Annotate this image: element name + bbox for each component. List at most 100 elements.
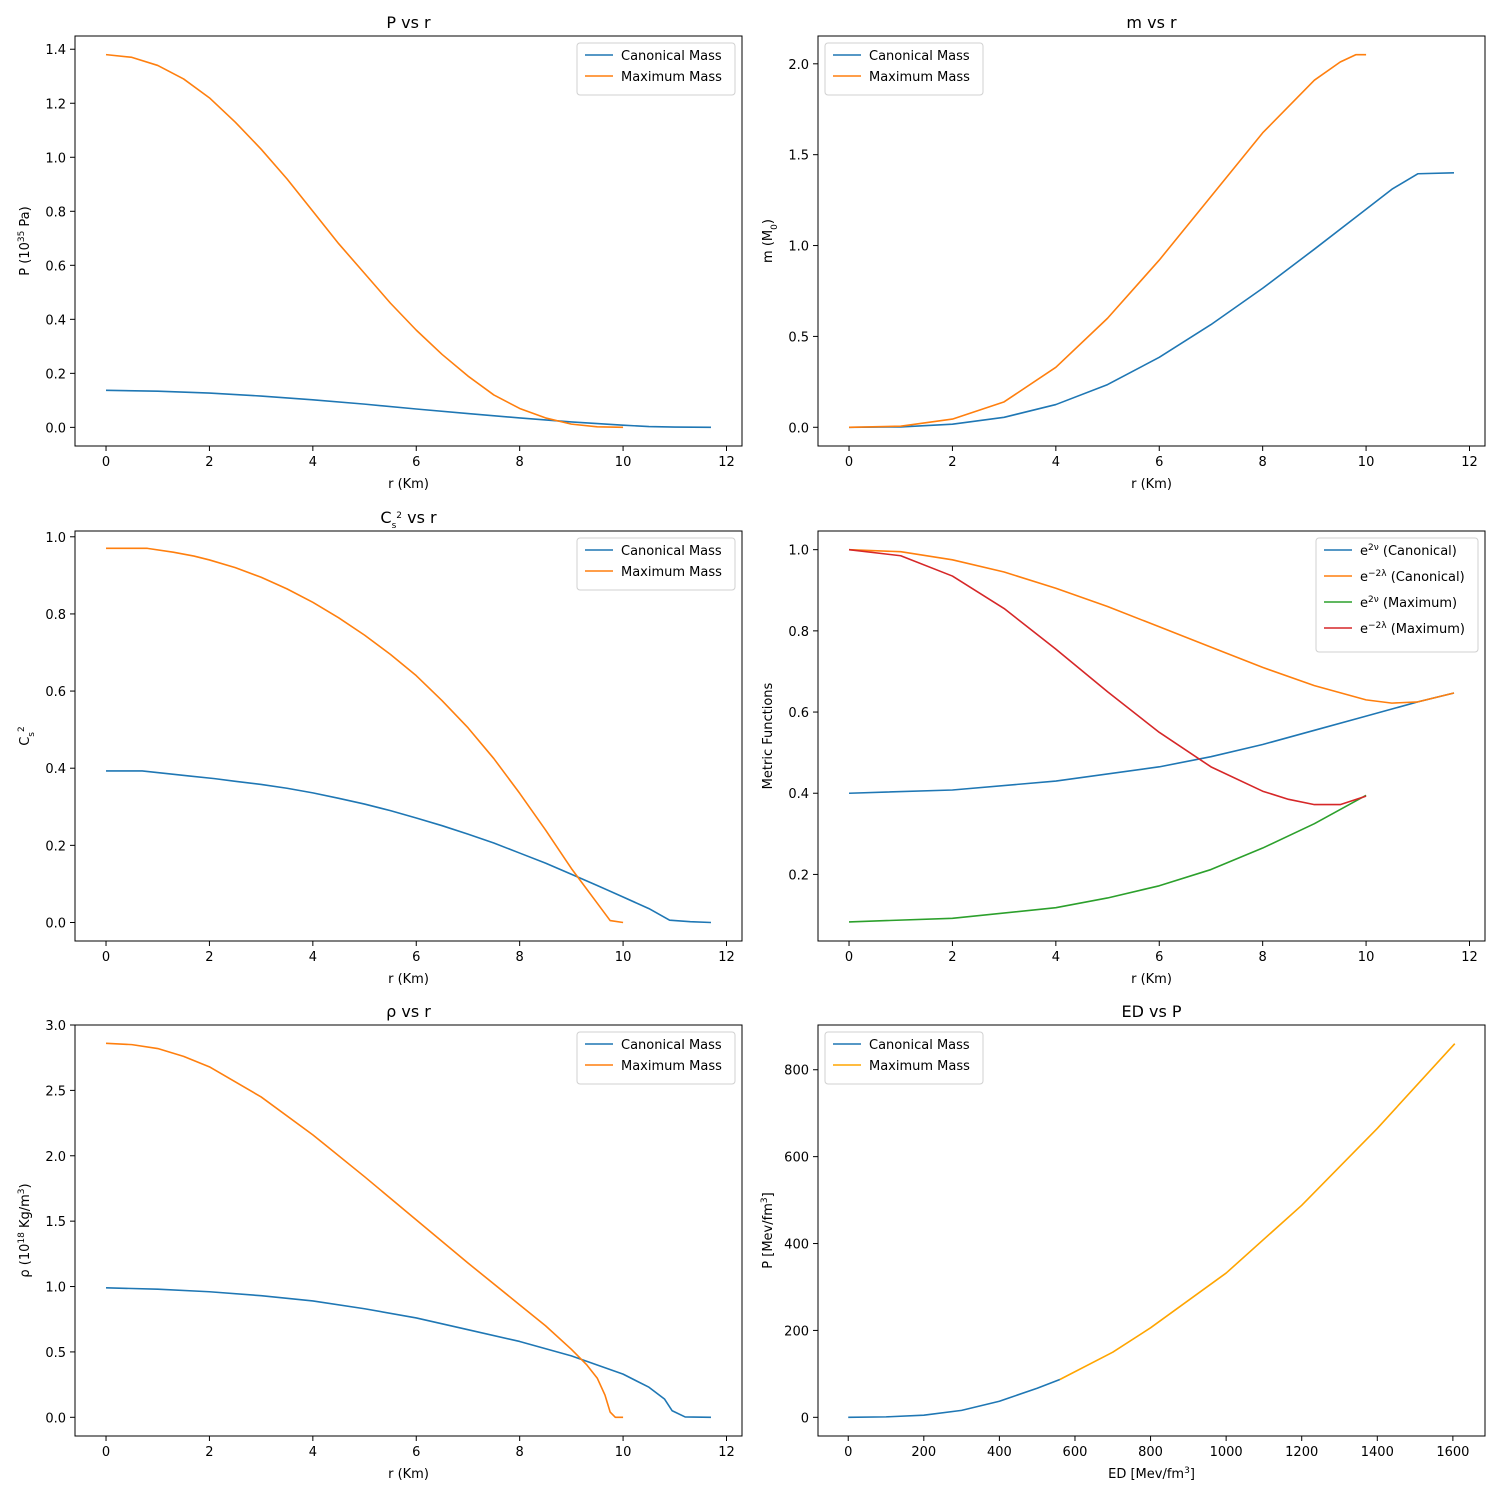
x-tick-label: 400	[987, 1445, 1012, 1460]
x-tick-label: 6	[412, 950, 420, 965]
legend-box	[824, 42, 984, 96]
x-axis-label: r (Km)	[388, 1467, 429, 1482]
series-line-0	[848, 692, 1455, 795]
y-tick-label: 0.2	[45, 839, 66, 854]
series-line-0	[849, 172, 1455, 429]
series-line-3	[848, 548, 1367, 806]
panel-pressure: 0 2 4 6 8 10 12 0.0 0.2 0.4 0.6 0.8 1.0 1.2 1.4 P vs r r…	[17, 13, 743, 492]
y-tick-label: 1.0	[788, 544, 809, 559]
x-tick-label: 6	[1155, 950, 1163, 965]
x-tick-label: 1000	[1210, 1445, 1243, 1460]
legend-entry: Maximum Mass	[621, 565, 722, 580]
y-tick-label: 0.5	[45, 1346, 66, 1361]
x-tick-label: 600	[1063, 1445, 1088, 1460]
legend-box	[576, 537, 736, 591]
x-axis-label: ED [Mev/fm3]	[1108, 1466, 1195, 1482]
x-tick-label: 0	[102, 455, 110, 470]
x-tick-label: 0	[102, 1445, 110, 1460]
y-axis-label: P [Mev/fm3]	[760, 1192, 776, 1268]
y-axis-label: P (1035 Pa)	[17, 206, 33, 275]
y-tick-label: 0.4	[45, 313, 66, 328]
x-tick-label: 10	[615, 455, 632, 470]
panel-mass: 0 2 4 6 8 10 12 0.0 0.5 1.0 1.5 2.0 m vs r r (Km) m (M…	[761, 13, 1486, 492]
y-tick-label: 1.0	[788, 240, 809, 255]
legend-entry: Maximum Mass	[621, 70, 722, 85]
x-tick-label: 4	[1052, 950, 1060, 965]
y-tick-label: 0.0	[45, 1411, 66, 1426]
series-line-0	[106, 770, 712, 924]
series-line-2	[848, 794, 1367, 923]
series-line-0	[106, 389, 711, 429]
plot-frame	[74, 35, 743, 447]
x-tick-label: 12	[1461, 455, 1478, 470]
legend: Canonical Mass Maximum Mass	[576, 1031, 736, 1085]
y-tick-label: 1.0	[45, 531, 66, 546]
x-tick-label: 8	[516, 950, 524, 965]
x-tick-label: 2	[948, 950, 956, 965]
plot-frame	[817, 35, 1486, 447]
y-tick-label: 0.0	[45, 916, 66, 931]
panel-metric: 0 2 4 6 8 10 12 0.2 0.4 0.6 0.8 1.0 r (Km) Metric Fun…	[761, 530, 1486, 987]
y-tick-label: 0.0	[45, 421, 66, 436]
x-tick-label: 8	[516, 455, 524, 470]
x-tick-label: 6	[412, 455, 420, 470]
plot-frame	[74, 530, 743, 942]
chart-title: m vs r	[1126, 13, 1177, 32]
chart-title: Cs2 vs r	[380, 508, 437, 531]
legend-entry: Maximum Mass	[869, 1059, 970, 1074]
x-tick-label: 2	[205, 1445, 213, 1460]
x-tick-label: 12	[718, 455, 735, 470]
x-tick-label: 8	[1259, 455, 1267, 470]
chart-title: P vs r	[386, 13, 431, 32]
y-tick-label: 0.6	[45, 685, 66, 700]
plot-frame	[74, 1024, 743, 1437]
legend-entry: e2ν (Canonical)	[1360, 543, 1457, 559]
x-tick-label: 6	[412, 1445, 420, 1460]
x-tick-label: 4	[309, 1445, 317, 1460]
chart-title: ED vs P	[1121, 1002, 1181, 1021]
y-tick-label: 3.0	[45, 1019, 66, 1034]
legend: Canonical Mass Maximum Mass	[576, 42, 736, 96]
x-tick-label: 10	[615, 1445, 632, 1460]
x-tick-label: 4	[1052, 455, 1060, 470]
legend-entry: e−2λ (Canonical)	[1360, 569, 1465, 585]
x-axis-label: r (Km)	[388, 477, 429, 492]
legend-entry: Maximum Mass	[621, 1059, 722, 1074]
legend-box	[1315, 537, 1479, 653]
y-tick-label: 1.4	[45, 43, 66, 58]
chart-title: ρ vs r	[386, 1002, 431, 1021]
y-tick-label: 0.6	[788, 706, 809, 721]
x-tick-label: 8	[516, 1445, 524, 1460]
x-axis-label: r (Km)	[1131, 477, 1172, 492]
series-line-0	[105, 1287, 711, 1419]
x-tick-label: 4	[309, 950, 317, 965]
y-tick-label: 200	[784, 1324, 809, 1339]
y-tick-label: 0.4	[788, 787, 809, 802]
y-tick-label: 0.2	[45, 367, 66, 382]
series-line-1	[848, 548, 1455, 704]
plot-frame	[817, 530, 1486, 942]
x-tick-label: 12	[718, 1445, 735, 1460]
series-line-0	[848, 1378, 1061, 1419]
legend-entry: e2ν (Maximum)	[1360, 595, 1457, 611]
legend: Canonical Mass Maximum Mass	[824, 42, 984, 96]
y-tick-label: 2.5	[45, 1084, 66, 1099]
x-tick-label: 0	[102, 950, 110, 965]
legend-entry: Canonical Mass	[621, 49, 722, 64]
x-tick-label: 6	[1155, 455, 1163, 470]
panel-eos: 0 200 400 600 800 1000 1200 1400 1600 0 200 400 600 8…	[760, 1002, 1486, 1482]
x-axis-label: r (Km)	[1131, 972, 1172, 987]
y-tick-label: 0.6	[45, 259, 66, 274]
x-tick-label: 4	[309, 455, 317, 470]
y-tick-label: 400	[784, 1238, 809, 1253]
series-line-1	[106, 547, 624, 924]
y-tick-label: 1.5	[788, 149, 809, 164]
x-tick-label: 12	[718, 950, 735, 965]
y-tick-label: 2.0	[45, 1150, 66, 1165]
y-axis-label: Metric Functions	[761, 682, 776, 789]
x-tick-label: 8	[1259, 950, 1267, 965]
y-tick-label: 800	[784, 1064, 809, 1079]
x-axis-label: r (Km)	[388, 972, 429, 987]
x-tick-label: 0	[844, 1445, 852, 1460]
